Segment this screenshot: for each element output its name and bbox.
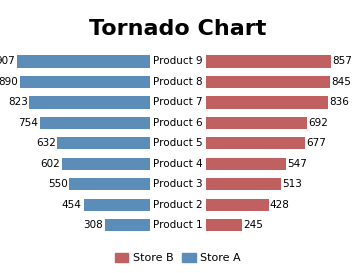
Text: 428: 428 <box>270 200 290 210</box>
Bar <box>105 219 150 232</box>
Bar <box>206 96 328 109</box>
Text: 890: 890 <box>0 77 18 87</box>
Text: 547: 547 <box>287 159 307 169</box>
Bar <box>17 55 150 67</box>
Text: 454: 454 <box>62 200 82 210</box>
Bar <box>62 158 150 170</box>
Text: Product 6: Product 6 <box>153 118 203 128</box>
Bar <box>206 137 305 150</box>
Text: 754: 754 <box>18 118 38 128</box>
Text: 857: 857 <box>333 57 352 66</box>
Text: Product 5: Product 5 <box>153 138 203 148</box>
Legend: Store B, Store A: Store B, Store A <box>111 248 245 268</box>
Bar <box>206 158 286 170</box>
Bar <box>69 178 150 191</box>
Text: 602: 602 <box>40 159 60 169</box>
Text: Product 7: Product 7 <box>153 97 203 107</box>
Text: Tornado Chart: Tornado Chart <box>89 19 267 39</box>
Bar <box>206 55 331 67</box>
Bar <box>206 76 330 88</box>
Text: 823: 823 <box>8 97 28 107</box>
Text: 245: 245 <box>243 220 263 230</box>
Text: 308: 308 <box>83 220 103 230</box>
Bar <box>40 117 150 129</box>
Text: 845: 845 <box>331 77 351 87</box>
Text: Product 9: Product 9 <box>153 57 203 66</box>
Text: Product 2: Product 2 <box>153 200 203 210</box>
Text: 692: 692 <box>309 118 328 128</box>
Bar <box>206 117 307 129</box>
Text: Product 8: Product 8 <box>153 77 203 87</box>
Bar <box>206 199 269 211</box>
Text: Product 3: Product 3 <box>153 179 203 189</box>
Text: 513: 513 <box>282 179 302 189</box>
Bar <box>206 219 242 232</box>
Text: Product 1: Product 1 <box>153 220 203 230</box>
Bar <box>206 178 281 191</box>
Text: 550: 550 <box>48 179 68 189</box>
Bar <box>30 96 150 109</box>
Text: 677: 677 <box>306 138 326 148</box>
Bar <box>57 137 150 150</box>
Text: 907: 907 <box>0 57 15 66</box>
Text: Product 4: Product 4 <box>153 159 203 169</box>
Bar <box>84 199 150 211</box>
Bar <box>20 76 150 88</box>
Text: 632: 632 <box>36 138 56 148</box>
Text: 836: 836 <box>330 97 350 107</box>
